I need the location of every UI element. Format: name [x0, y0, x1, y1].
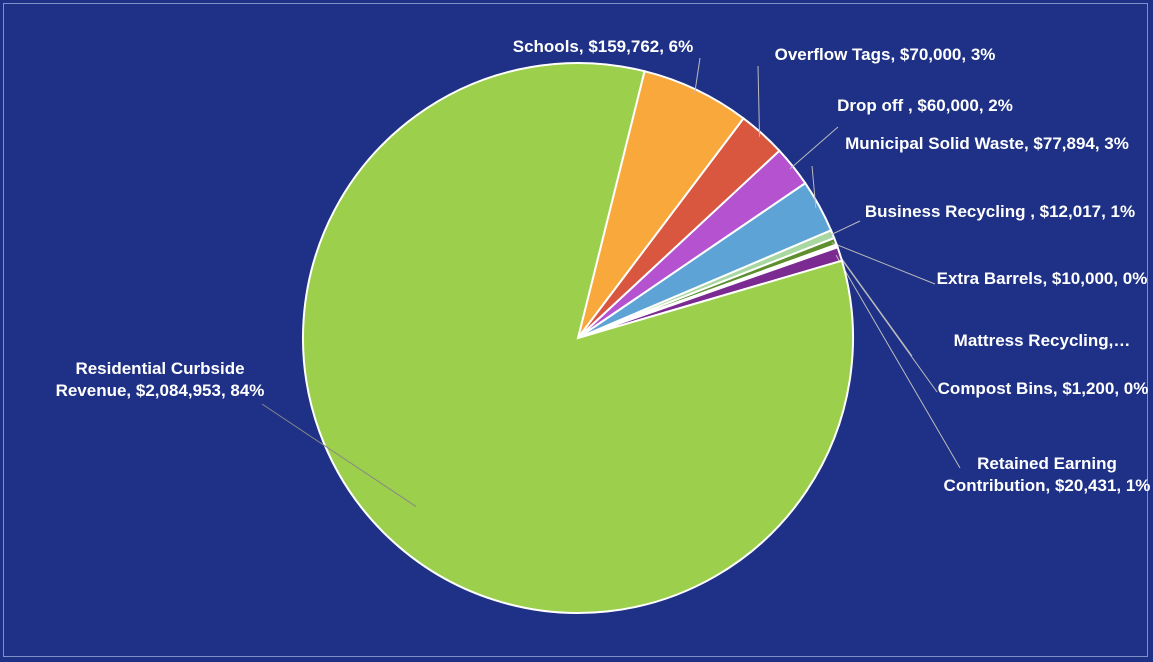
chart-frame [3, 3, 1148, 657]
data-label: Municipal Solid Waste, $77,894, 3% [845, 134, 1129, 153]
data-label: Schools, $159,762, 6% [512, 37, 694, 56]
leader-line [694, 57, 701, 94]
pie-slice [302, 62, 854, 614]
leader-line [757, 65, 761, 137]
data-label: Retained Earning Contribution, $20,431, … [943, 454, 1151, 495]
data-label: Extra Barrels, $10,000, 0% [936, 269, 1148, 288]
leader-line [835, 254, 961, 469]
data-label: Compost Bins, $1,200, 0% [937, 379, 1149, 398]
leader-line [811, 165, 817, 209]
data-label: Drop off , $60,000, 2% [837, 96, 1013, 115]
data-label: Overflow Tags, $70,000, 3% [774, 45, 996, 64]
data-label: Residential Curbside Revenue, $2,084,953… [55, 359, 265, 400]
leader-line [828, 220, 861, 237]
leader-line [831, 242, 936, 285]
leader-line [789, 126, 839, 170]
data-label: Business Recycling , $12,017, 1% [864, 202, 1136, 221]
leader-line [833, 247, 938, 393]
data-label: Mattress Recycling,… [953, 331, 1131, 350]
leader-line [261, 403, 417, 508]
